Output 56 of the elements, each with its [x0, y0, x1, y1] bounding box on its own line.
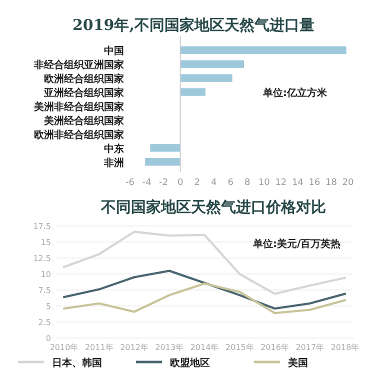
annotation: 单位:美元/百万英热	[252, 238, 341, 250]
x-tick-label: 4	[210, 178, 217, 188]
x-tick-label: 2	[194, 178, 200, 188]
y-tick-label: 7.5	[38, 286, 51, 295]
x-tick-label: 2010年	[50, 343, 78, 352]
bar	[180, 46, 346, 54]
x-tick-label: -4	[142, 178, 152, 188]
legend-label: 美国	[287, 357, 308, 369]
y-tick-label: 非洲	[103, 156, 124, 169]
x-tick-label: 2016年	[260, 343, 289, 352]
y-tick-label: 美洲非经合组织国家	[33, 101, 124, 113]
y-tick-label: 5	[46, 302, 51, 311]
x-tick-label: 14	[292, 178, 304, 188]
x-tick-label: 8	[244, 178, 251, 188]
line-series	[62, 282, 346, 314]
legend-label: 日本、韩国	[52, 357, 102, 369]
bar	[150, 144, 180, 152]
line-series	[62, 270, 346, 310]
y-tick-label: 中东	[104, 142, 124, 155]
chart-title: 不同国家地区天然气进口价格对比	[100, 198, 326, 216]
x-tick-label: 2018年	[330, 343, 360, 352]
bar	[180, 74, 232, 82]
x-tick-label: 20	[342, 178, 354, 188]
y-tick-label: 15	[40, 238, 51, 247]
y-tick-label: 0	[46, 334, 51, 343]
x-tick-label: 10	[258, 178, 270, 188]
x-tick-label: 2017年	[296, 343, 324, 352]
y-tick-label: 中国	[104, 45, 124, 58]
x-tick-label: 2015年	[225, 343, 254, 352]
legend-label: 欧盟地区	[170, 357, 210, 369]
x-tick-label: 2012年	[120, 343, 148, 352]
chart-title: 2019年,不同国家地区天然气进口量	[72, 16, 314, 34]
x-tick-label: 16	[308, 178, 320, 188]
bar	[180, 60, 244, 68]
x-tick-label: 0	[177, 178, 184, 188]
line-series	[62, 230, 346, 295]
y-tick-label: 12.5	[33, 254, 51, 263]
bar	[145, 158, 180, 166]
y-tick-label: 欧洲经合组织国家	[44, 73, 124, 86]
x-tick-label: 2011年	[84, 343, 114, 352]
annotation: 单位:亿立方米	[262, 87, 328, 99]
bar	[180, 88, 206, 96]
x-tick-label: -2	[159, 178, 168, 188]
y-tick-label: 10	[40, 270, 51, 279]
y-tick-label: 美洲经合组织国家	[43, 114, 124, 127]
y-tick-label: 非经合组织亚洲国家	[33, 59, 124, 72]
x-tick-label: 2014年	[190, 343, 219, 352]
y-tick-label: 2.5	[38, 318, 51, 327]
x-tick-label: -6	[126, 178, 135, 188]
y-tick-label: 欧洲非经合组织国家	[34, 128, 124, 141]
y-tick-label: 亚洲经合组织国家	[43, 87, 124, 100]
y-tick-label: 17.5	[33, 222, 51, 231]
x-tick-label: 6	[228, 178, 234, 188]
x-tick-label: 12	[275, 178, 287, 188]
x-tick-label: 18	[326, 178, 338, 188]
x-tick-label: 2013年	[155, 343, 184, 352]
